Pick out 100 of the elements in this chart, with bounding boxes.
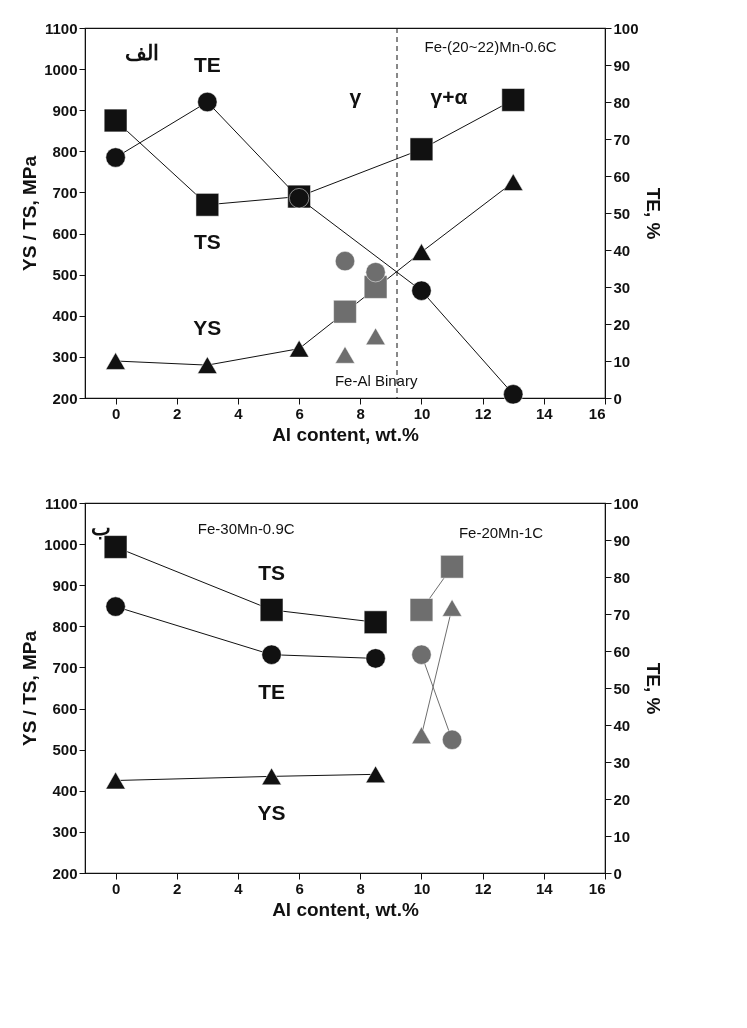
y2-tick-label: 40	[613, 716, 631, 734]
y-tick-label: 1000	[44, 60, 78, 78]
y-tick-label: 300	[52, 823, 78, 841]
y2-tick-label: 30	[613, 278, 631, 296]
x-tick-label: 8	[356, 404, 365, 422]
x-tick-label: 10	[413, 404, 431, 422]
y-tick-label: 200	[52, 389, 78, 407]
point	[409, 598, 434, 622]
x-tick-label: 4	[234, 404, 244, 422]
point	[365, 648, 386, 669]
y2-tick-label: 30	[613, 753, 631, 771]
y-tick-label: 200	[52, 864, 78, 882]
y2-tick-label: 90	[613, 56, 631, 74]
point	[411, 243, 432, 261]
point	[442, 729, 463, 750]
y2-tick-label: 100	[613, 19, 639, 37]
y2-tick-label: 70	[613, 605, 631, 623]
y2-axis-title: TE, %	[642, 187, 664, 240]
point	[335, 346, 355, 364]
annotation: Fe-20Mn-1C	[458, 523, 544, 541]
x-axis-title: Al content, wt.%	[272, 898, 419, 920]
point	[363, 610, 388, 634]
y2-tick-label: 0	[613, 389, 622, 407]
y2-tick-label: 50	[613, 679, 631, 697]
annotation: Fe-Al Binary	[334, 372, 418, 390]
y-tick-label: 400	[52, 782, 78, 800]
point	[365, 327, 386, 346]
point	[411, 644, 432, 665]
x-tick-label: 14	[535, 879, 554, 897]
point	[105, 352, 126, 370]
series-label: TS	[193, 229, 221, 253]
y2-tick-label: 100	[613, 494, 639, 512]
y-tick-label: 1000	[44, 535, 78, 553]
y2-tick-label: 80	[613, 93, 631, 111]
y2-tick-label: 0	[613, 864, 622, 882]
y2-tick-label: 60	[613, 642, 631, 660]
y-tick-label: 400	[52, 307, 78, 325]
x-tick-label: 12	[474, 404, 492, 422]
y2-tick-label: 20	[613, 315, 631, 333]
annotation: γ+α	[430, 85, 468, 109]
y-tick-label: 800	[52, 142, 78, 160]
x-tick-label: 10	[413, 879, 431, 897]
x-tick-label: 16	[588, 879, 606, 897]
x-tick-label: 2	[173, 404, 182, 422]
series-label: TE	[258, 679, 286, 703]
point	[440, 555, 464, 579]
y-tick-label: 900	[52, 101, 78, 119]
x-tick-label: 6	[295, 404, 304, 422]
y-tick-label: 500	[52, 266, 78, 284]
y-axis-title: YS / TS, MPa	[19, 155, 41, 272]
x-tick-label: 2	[173, 879, 182, 897]
annotation: γ	[349, 85, 362, 109]
x-tick-label: 14	[535, 404, 554, 422]
point	[103, 108, 128, 133]
x-tick-label: 0	[111, 404, 121, 422]
point	[197, 356, 218, 374]
y2-tick-label: 10	[613, 352, 631, 370]
x-axis-title: Al content, wt.%	[272, 423, 419, 445]
point	[501, 88, 525, 112]
y2-axis-title: TE, %	[642, 662, 664, 715]
series-label: YS	[257, 801, 286, 825]
x-tick-label: 6	[295, 879, 304, 897]
x-tick-label: 0	[111, 879, 121, 897]
annotation: الف	[125, 40, 160, 64]
y-tick-label: 1100	[44, 494, 78, 512]
point	[195, 193, 219, 217]
y2-tick-label: 20	[613, 790, 631, 808]
series-label: TE	[193, 53, 221, 76]
point	[289, 339, 310, 358]
point	[411, 280, 432, 301]
point	[259, 598, 284, 622]
annotation: Fe-30Mn-0.9C	[197, 519, 295, 537]
y-tick-label: 300	[52, 348, 78, 366]
y-tick-label: 1100	[44, 19, 78, 37]
point	[105, 147, 126, 168]
point	[333, 300, 357, 324]
y2-tick-label: 90	[613, 531, 631, 549]
y-tick-label: 900	[52, 576, 78, 594]
y-tick-label: 600	[52, 225, 78, 243]
y-axis-title: YS / TS, MPa	[19, 630, 41, 747]
point	[261, 644, 282, 665]
x-tick-label: 4	[234, 879, 244, 897]
y2-tick-label: 80	[613, 568, 631, 586]
y2-tick-label: 40	[613, 241, 631, 259]
point	[503, 173, 524, 191]
point	[105, 596, 126, 617]
y-tick-label: 700	[52, 183, 78, 201]
point	[503, 384, 524, 405]
y-tick-label: 600	[52, 700, 78, 718]
point	[365, 765, 386, 784]
y2-tick-label: 10	[613, 827, 631, 845]
point	[261, 767, 282, 786]
point	[335, 251, 355, 272]
annotation: Fe-(20~22)Mn-0.6C	[424, 37, 557, 55]
point	[105, 771, 126, 790]
series-label: TS	[258, 560, 286, 584]
y-tick-label: 700	[52, 658, 78, 676]
annotation: ب	[90, 515, 111, 540]
point	[409, 137, 434, 161]
point	[365, 262, 386, 283]
